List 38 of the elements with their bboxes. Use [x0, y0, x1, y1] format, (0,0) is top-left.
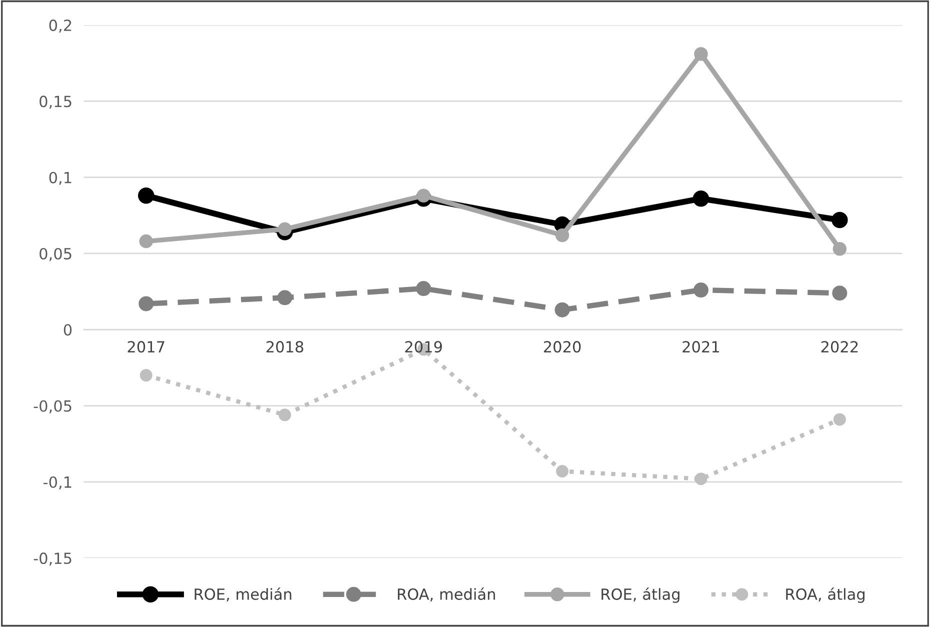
- y-tick-label: 0,15: [40, 96, 72, 109]
- y-tick-label: 0,1: [49, 172, 72, 185]
- point: [278, 408, 292, 422]
- point: [554, 302, 570, 318]
- point: [416, 188, 430, 202]
- y-tick-label: -0,1: [44, 476, 72, 490]
- point: [138, 188, 154, 204]
- point: [832, 286, 848, 301]
- legend-label: ROA, medián: [398, 588, 495, 602]
- legend-label: ROE, átlag: [602, 588, 680, 603]
- point: [832, 212, 848, 228]
- point: [277, 290, 292, 306]
- x-tick-label: 2020: [544, 341, 581, 353]
- point: [139, 234, 153, 248]
- y-tick-label: 0: [64, 324, 72, 336]
- point: [278, 222, 292, 236]
- y-tick-label: 0,05: [40, 248, 72, 262]
- y-tick-label: -0,05: [34, 400, 72, 414]
- legend-label: ROE, medián: [194, 588, 292, 602]
- legend-label: ROA, átlag: [786, 588, 864, 603]
- point: [694, 47, 708, 61]
- x-tick-label: 2017: [128, 341, 164, 353]
- x-tick-label: 2019: [405, 341, 442, 353]
- point: [140, 369, 152, 382]
- x-tick-label: 2022: [821, 341, 858, 353]
- point: [555, 228, 570, 242]
- point: [694, 472, 708, 486]
- point: [833, 413, 846, 426]
- point: [692, 190, 710, 207]
- point: [416, 281, 432, 296]
- point: [556, 464, 569, 478]
- y-tick-label: -0,15: [34, 552, 72, 566]
- y-tick-label: 0,2: [49, 20, 72, 33]
- x-tick-label: 2021: [682, 341, 719, 353]
- x-tick-label: 2018: [266, 341, 304, 353]
- point: [832, 242, 847, 256]
- point: [138, 296, 154, 312]
- point: [693, 282, 708, 298]
